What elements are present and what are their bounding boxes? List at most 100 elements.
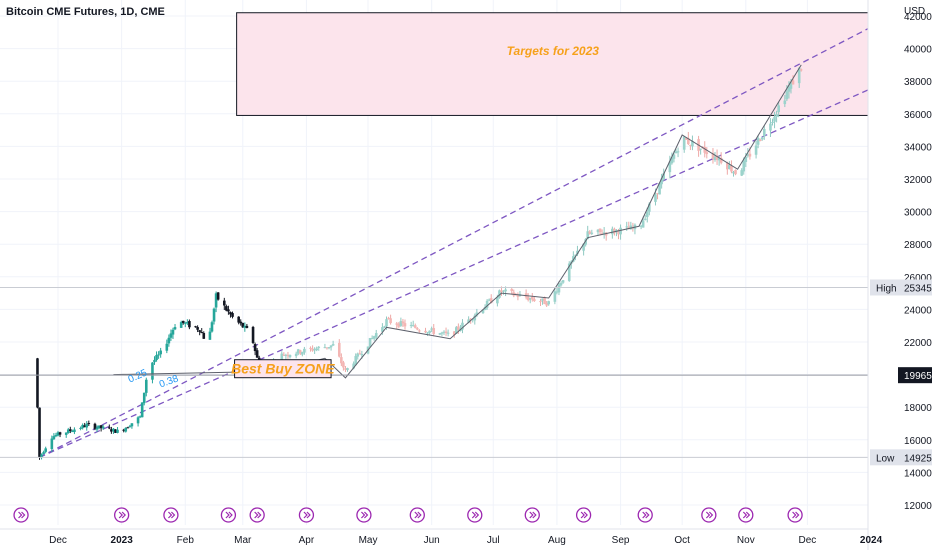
candle-body xyxy=(411,325,415,327)
candle-body xyxy=(756,138,760,145)
candle-body xyxy=(674,151,678,154)
candle-body xyxy=(356,353,360,357)
candle-body xyxy=(186,321,189,324)
candle-body xyxy=(430,328,433,330)
candle-body xyxy=(432,328,436,334)
candle-body xyxy=(555,291,559,293)
x-tick-label: 2023 xyxy=(111,535,134,546)
x-tick-label: Nov xyxy=(737,535,755,546)
candle-body xyxy=(50,438,54,450)
price-tag-value: 19965 xyxy=(904,371,932,382)
candle-body xyxy=(467,319,470,323)
candle-body xyxy=(676,151,680,153)
candle-body xyxy=(188,321,191,328)
candle-body xyxy=(183,322,187,324)
candle-body xyxy=(374,333,378,338)
event-chevron-icon xyxy=(414,511,422,519)
price-tag-bg xyxy=(898,367,932,384)
x-tick-label: Jul xyxy=(487,535,500,546)
candle-body xyxy=(643,218,647,220)
candle-body xyxy=(173,327,177,330)
candle-body xyxy=(301,352,304,355)
candle-body xyxy=(574,254,577,256)
candle-body xyxy=(229,312,232,315)
candle-body xyxy=(167,337,171,344)
candle-body xyxy=(227,309,230,312)
candle-body xyxy=(87,423,91,425)
candle-body xyxy=(337,342,341,357)
candle-body xyxy=(116,429,119,433)
candle-body xyxy=(654,194,657,202)
event-chevron-icon xyxy=(471,511,480,519)
x-axis[interactable]: Dec 2023 Feb Mar Apr May Jun Jul Aug Sep Oct Nov Dec… xyxy=(0,528,883,546)
candle-body xyxy=(401,321,405,324)
candle-body xyxy=(124,427,128,432)
candle-body xyxy=(210,322,214,332)
candle-body xyxy=(95,427,99,430)
candle-body xyxy=(223,300,226,306)
y-tick-label: 34000 xyxy=(904,142,932,153)
candle-body xyxy=(66,429,70,434)
candle-body xyxy=(797,67,801,84)
candle-body xyxy=(325,347,329,349)
y-tick-label: 42000 xyxy=(904,12,932,23)
candle-body xyxy=(645,211,649,218)
candle-body xyxy=(588,231,592,234)
candle-body xyxy=(225,306,228,311)
candle-body xyxy=(381,327,384,332)
y-tick-label: 16000 xyxy=(904,436,932,447)
fib-label-2: 0.38 xyxy=(158,373,180,390)
y-tick-label: 32000 xyxy=(904,175,932,186)
candle-body xyxy=(526,297,530,301)
candle-body xyxy=(368,338,372,348)
candle-body xyxy=(58,432,62,435)
candle-body xyxy=(342,362,345,368)
candle-body xyxy=(510,288,514,292)
candle-body xyxy=(416,328,419,330)
candle-body xyxy=(280,353,284,363)
candle-body xyxy=(245,325,249,328)
event-chevron-icon xyxy=(529,511,537,519)
y-tick-label: 30000 xyxy=(904,208,932,219)
event-chevron-icon xyxy=(303,511,311,519)
candle-body xyxy=(251,326,255,343)
y-axis[interactable]: USD1200014000160001800020000220002400026… xyxy=(867,0,932,550)
candle-body xyxy=(424,330,427,333)
candle-body xyxy=(294,353,298,357)
candle-body xyxy=(734,170,737,175)
candle-body xyxy=(370,338,374,340)
x-tick-label: 2024 xyxy=(860,535,883,546)
candle-body xyxy=(699,148,702,150)
price-tag-bg xyxy=(898,449,932,466)
x-tick-label: May xyxy=(359,535,378,546)
candle-body xyxy=(44,448,47,452)
candle-body xyxy=(783,100,787,105)
candle-body xyxy=(395,323,399,325)
candle-body xyxy=(79,427,82,429)
candle-body xyxy=(317,346,321,348)
candle-body xyxy=(660,178,663,185)
y-tick-label: 18000 xyxy=(904,403,932,414)
candle-body xyxy=(541,298,544,301)
candle-body xyxy=(590,232,594,234)
candle-body xyxy=(142,392,146,404)
candle-body xyxy=(557,284,561,293)
x-tick-label: Sep xyxy=(612,535,630,546)
buy-zone-label: Best Buy ZONE xyxy=(231,361,335,377)
candle-body xyxy=(469,318,472,321)
candle-body xyxy=(108,427,111,429)
candle-body xyxy=(323,347,327,349)
trendline xyxy=(39,60,932,458)
candle-body xyxy=(648,203,651,212)
candle-body xyxy=(619,227,622,235)
candle-body xyxy=(559,283,563,286)
candle-body xyxy=(586,231,590,240)
event-chevron-icon xyxy=(225,511,233,519)
price-level-lines xyxy=(0,286,868,458)
candle-body xyxy=(547,301,551,305)
candle-body xyxy=(198,330,201,332)
candle-body xyxy=(255,350,259,358)
candle-body xyxy=(311,348,314,351)
candle-body xyxy=(54,434,58,437)
